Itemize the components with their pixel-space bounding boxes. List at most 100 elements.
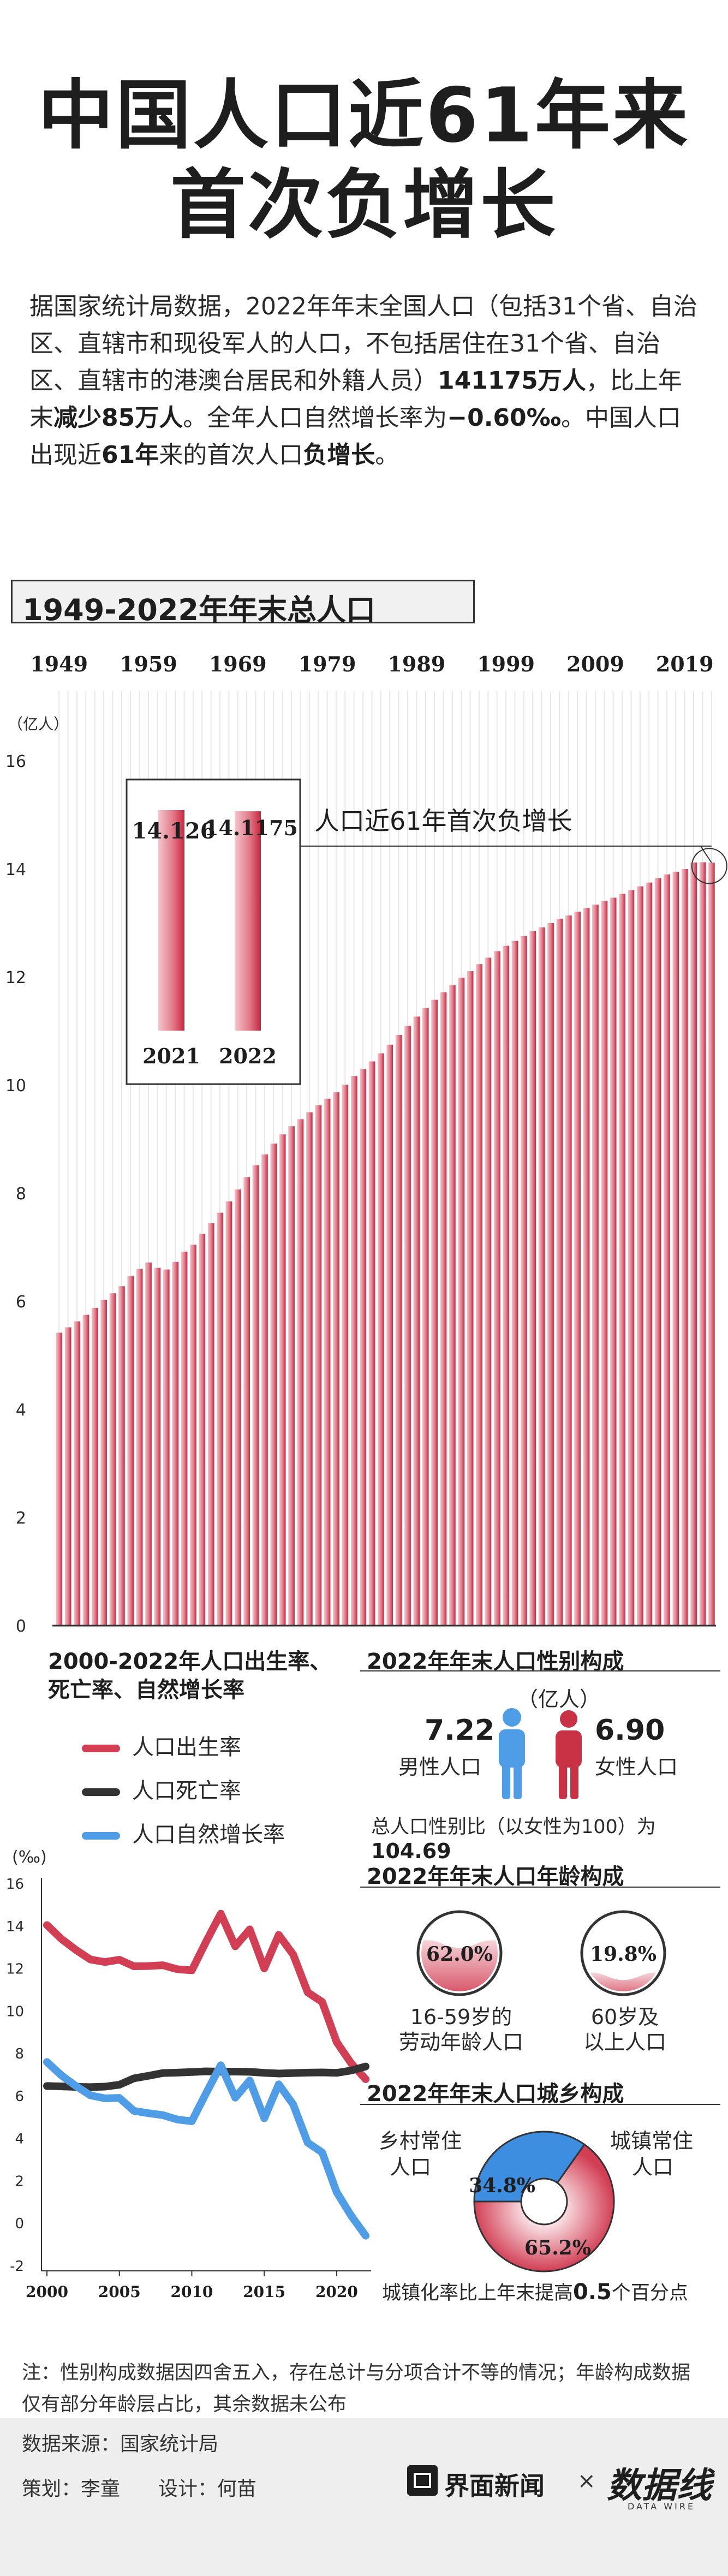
- bar-2003: [538, 927, 545, 1626]
- title-line-1: 中国人口近61年来: [38, 72, 690, 159]
- rural-label: 乡村常住 人口: [379, 2129, 462, 2179]
- bar-2010: [601, 901, 608, 1626]
- y-tick-label: 6: [15, 2089, 24, 2105]
- y-tick-label: 14: [5, 860, 26, 879]
- bar-1997: [485, 957, 492, 1626]
- bar-1966: [207, 1223, 214, 1626]
- bar-1963: [181, 1251, 188, 1626]
- age-pct-label: 19.8%: [590, 1943, 657, 1966]
- y-tick-label: 12: [5, 968, 26, 987]
- series-line-2: [43, 2058, 369, 2240]
- bar-1995: [467, 971, 474, 1626]
- inset-value-label: 14.1175: [204, 816, 298, 840]
- legend-swatch-death: [82, 1788, 120, 1796]
- legend-death-rate: 人口死亡率: [82, 1773, 241, 1805]
- bar-1952: [82, 1314, 89, 1626]
- y-tick-label: 8: [15, 2046, 24, 2062]
- y-tick-label: 0: [16, 1617, 26, 1636]
- divider: [360, 2104, 720, 2105]
- age-working-label: 16-59岁的 劳动年龄人口: [398, 2005, 523, 2054]
- inset-box: [126, 778, 301, 1085]
- bar-1967: [217, 1212, 223, 1626]
- bar-2006: [565, 915, 572, 1626]
- bar-1978: [315, 1105, 322, 1626]
- bar-1971: [252, 1165, 259, 1626]
- jiemian-logo-icon: [407, 2465, 438, 2496]
- bar-2000: [511, 941, 518, 1626]
- bar-1972: [261, 1154, 268, 1626]
- female-label: 女性人口: [595, 1755, 678, 1779]
- bar-1979: [324, 1098, 331, 1626]
- y-tick-label: 6: [16, 1293, 26, 1312]
- male-person-icon: [499, 1708, 525, 1799]
- donut-slice-1: [473, 2143, 615, 2272]
- title-line-2: 首次负增长: [170, 161, 558, 249]
- y-tick-label: 12: [6, 1961, 24, 1978]
- bar-1975: [288, 1126, 295, 1626]
- series-line-1: [43, 2062, 369, 2091]
- bar-1982: [350, 1076, 357, 1626]
- x-tick-label: 1949: [30, 652, 88, 676]
- bar-1956: [118, 1286, 125, 1626]
- section-title-total-population: 1949-2022年年末总人口: [11, 580, 475, 627]
- bar-1988: [404, 1026, 411, 1626]
- donut-slice-0: [473, 2131, 586, 2203]
- age-working-circle: 62.0%: [416, 1910, 503, 1996]
- page-title: 中国人口近61年来 首次负增长: [0, 71, 728, 250]
- bar-1996: [476, 964, 482, 1626]
- bar-1970: [243, 1177, 250, 1626]
- credits-plan: 策划：李童: [22, 2478, 121, 2500]
- age-circle-outline: [580, 1910, 666, 1996]
- bar-1959: [145, 1262, 152, 1626]
- bar-2019: [681, 869, 688, 1626]
- urban-rural-title: 2022年年末人口城乡构成: [367, 2081, 624, 2107]
- x-tick-label: 1989: [387, 652, 445, 676]
- x-tick-label: 2019: [656, 652, 714, 676]
- bar-1985: [377, 1053, 384, 1626]
- bar-2005: [556, 919, 563, 1626]
- bar-2004: [547, 923, 554, 1626]
- annotation-circle: [691, 848, 727, 884]
- bar-1951: [74, 1321, 80, 1626]
- y-tick-label: 10: [6, 2003, 24, 2020]
- line-chart-title: 2000-2022年人口出生率、 死亡率、自然增长率: [48, 1649, 332, 1703]
- y-unit-label: （亿人）: [8, 715, 69, 733]
- female-person-icon: [556, 1710, 582, 1799]
- bar-1984: [368, 1061, 375, 1626]
- y-tick-label: 4: [16, 1401, 26, 1420]
- bar-1965: [199, 1234, 206, 1626]
- bar-2012: [619, 894, 625, 1626]
- intro-paragraph: 据国家统计局数据，2022年年末全国人口（包括31个省、自治区、直辖市和现役军人…: [29, 293, 697, 469]
- bar-2020: [690, 862, 697, 1626]
- x-tick-label: 2020: [315, 2283, 358, 2301]
- age-pct-label: 62.0%: [426, 1943, 493, 1966]
- urban-label: 城镇常住 人口: [610, 2129, 694, 2179]
- y-tick-label: 16: [5, 752, 26, 771]
- donut-label-rural: 34.8%: [470, 2174, 535, 2197]
- donut-label-urban: 65.2%: [524, 2236, 591, 2259]
- x-tick-label: 2005: [98, 2283, 141, 2301]
- bar-2015: [646, 882, 653, 1626]
- age-elderly-label: 60岁及 以上人口: [583, 2005, 666, 2054]
- bar-2018: [672, 871, 679, 1626]
- y-tick-label: 8: [16, 1185, 26, 1204]
- bar-1969: [234, 1189, 241, 1626]
- y-tick-label: 14: [6, 1919, 24, 1935]
- bar-1989: [413, 1016, 420, 1626]
- bar-2017: [664, 874, 670, 1626]
- bar-1960: [154, 1268, 161, 1626]
- bar-2013: [628, 890, 635, 1626]
- legend-birth-rate: 人口出生率: [82, 1729, 241, 1761]
- legend-swatch-birth: [82, 1745, 120, 1752]
- bar-1993: [449, 985, 456, 1626]
- female-value: 6.90: [595, 1714, 665, 1747]
- x-tick-label: 2000: [26, 2283, 68, 2301]
- bar-2011: [610, 897, 617, 1626]
- bar-1976: [297, 1119, 304, 1626]
- x-tick-label: 1979: [299, 652, 356, 676]
- rates-line-chart: (‰) -2 0 2 4 6 8 10 12 14 16 2000 2005 2010 2015 2020: [6, 1848, 371, 2301]
- divider: [360, 1887, 720, 1888]
- age-fill-level: [585, 1972, 661, 1991]
- bar-2002: [529, 931, 536, 1626]
- y-tick-label: -2: [10, 2258, 24, 2275]
